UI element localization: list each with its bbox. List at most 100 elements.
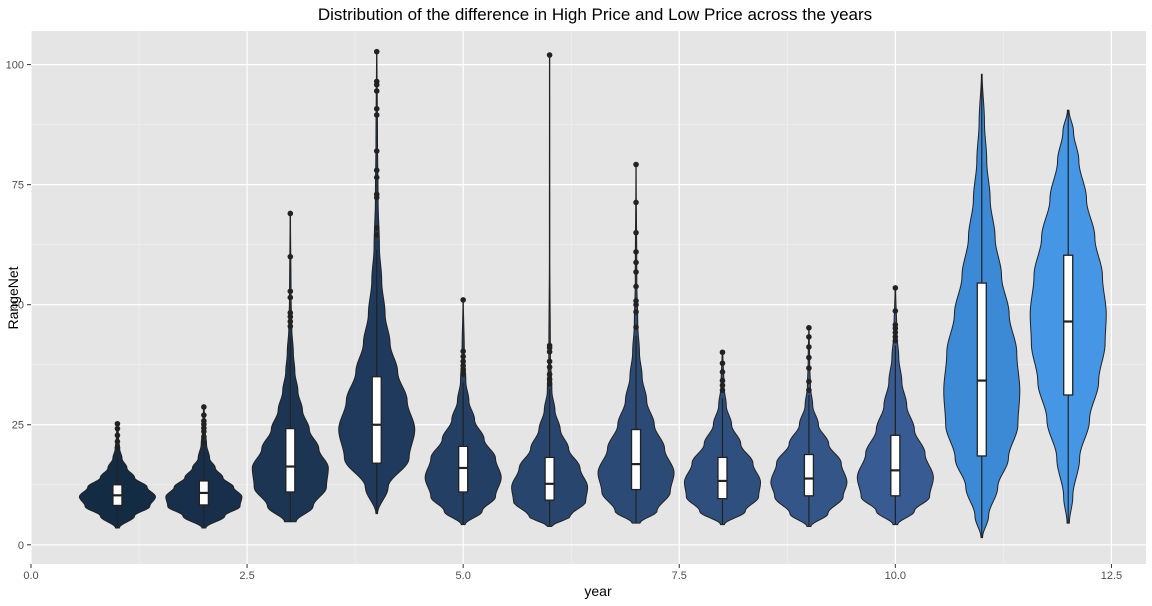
- violin-group-year-5: [424, 297, 502, 526]
- outlier-point: [114, 438, 121, 445]
- outlier-point: [546, 376, 553, 382]
- outlier-point: [201, 433, 207, 440]
- violin-group-year-10: [856, 285, 934, 526]
- violin-group-year-8: [683, 349, 762, 526]
- outlier-point: [114, 444, 121, 451]
- x-tick-label: 2.5: [239, 570, 254, 582]
- outlier-point: [633, 199, 639, 206]
- outlier-point: [633, 259, 639, 266]
- outlier-point: [719, 387, 726, 393]
- violin-group-year-9: [770, 324, 848, 528]
- outlier-point: [546, 358, 553, 365]
- outlier-point: [287, 253, 294, 260]
- outlier-point: [892, 337, 899, 344]
- outlier-point: [460, 362, 466, 369]
- outlier-point: [806, 365, 812, 371]
- outlier-point: [633, 161, 639, 168]
- outlier-point: [373, 191, 380, 198]
- outlier-point: [546, 364, 553, 370]
- outlier-point: [892, 285, 899, 291]
- x-tick-label: 5.0: [456, 570, 471, 582]
- outlier-point: [719, 349, 726, 356]
- outlier-point: [373, 225, 380, 231]
- outlier-point: [806, 334, 812, 340]
- x-tick-label: 10.0: [885, 570, 906, 582]
- outlier-point: [460, 358, 466, 365]
- outlier-point: [460, 371, 466, 378]
- outlier-point: [287, 210, 294, 217]
- outlier-point: [719, 382, 726, 389]
- outlier-point: [460, 366, 466, 373]
- outlier-point: [719, 360, 726, 367]
- iqr-box: [803, 453, 815, 497]
- outlier-point: [806, 387, 812, 393]
- outlier-point: [373, 78, 380, 85]
- iqr-box: [1063, 254, 1074, 396]
- outlier-point: [806, 324, 812, 331]
- outlier-point: [201, 412, 207, 418]
- outlier-point: [806, 344, 812, 350]
- outlier-point: [633, 324, 639, 331]
- violin-group-year-11: [943, 73, 1021, 539]
- outlier-point: [806, 378, 812, 385]
- outlier-point: [114, 425, 121, 432]
- outlier-point: [373, 148, 380, 154]
- outlier-point: [460, 348, 466, 355]
- outlier-point: [633, 249, 639, 255]
- violin-group-year-12: [1029, 109, 1107, 524]
- violin-group-year-1: [78, 420, 156, 529]
- outlier-point: [114, 432, 121, 439]
- iqr-box: [458, 445, 469, 493]
- outlier-point: [373, 167, 380, 174]
- outlier-point: [460, 297, 466, 303]
- y-tick-label: 0: [18, 540, 24, 552]
- violins: [78, 48, 1107, 539]
- outlier-point: [892, 329, 899, 336]
- outlier-point: [633, 298, 639, 304]
- outlier-point: [546, 52, 553, 58]
- outlier-point: [719, 377, 726, 384]
- outlier-point: [806, 354, 812, 361]
- outlier-point: [546, 371, 553, 378]
- x-tick-label: 0.0: [23, 570, 38, 582]
- y-tick-label: 25: [12, 420, 24, 432]
- outlier-point: [287, 318, 294, 325]
- violin-group-year-4: [338, 48, 416, 515]
- outlier-point: [201, 404, 207, 410]
- outlier-point: [287, 313, 294, 320]
- outlier-point: [287, 288, 294, 295]
- outlier-point: [114, 420, 121, 427]
- y-tick-label: 75: [12, 180, 24, 192]
- x-axis-title: year: [584, 583, 612, 599]
- outlier-point: [892, 322, 899, 328]
- outlier-point: [633, 269, 639, 275]
- outlier-point: [633, 309, 639, 315]
- x-axis-ticks: 0.0 2.5 5.0 7.5 10.0 12.5: [23, 564, 1122, 582]
- violin-group-year-6: [511, 52, 589, 528]
- outlier-point: [633, 229, 639, 236]
- outlier-point: [201, 440, 207, 446]
- outlier-point: [373, 88, 380, 94]
- outlier-point: [892, 334, 899, 340]
- outlier-point: [460, 353, 466, 360]
- outlier-point: [373, 48, 380, 55]
- iqr-box: [717, 456, 728, 500]
- outlier-point: [373, 105, 380, 112]
- outlier-point: [633, 301, 639, 308]
- outlier-point: [546, 348, 553, 355]
- outlier-point: [546, 381, 553, 387]
- outlier-point: [892, 308, 899, 314]
- y-axis-ticks: 0 25 50 75 100: [6, 60, 31, 552]
- y-tick-label: 50: [12, 300, 24, 312]
- x-tick-label: 12.5: [1101, 570, 1122, 582]
- iqr-box: [371, 376, 382, 464]
- outlier-point: [287, 294, 294, 301]
- violin-group-year-7: [597, 161, 675, 524]
- x-tick-label: 7.5: [672, 570, 687, 582]
- y-tick-label: 100: [6, 60, 24, 72]
- iqr-box: [890, 434, 901, 497]
- iqr-box: [285, 427, 296, 493]
- outlier-point: [373, 232, 380, 238]
- chart-title: Distribution of the difference in High P…: [317, 5, 873, 24]
